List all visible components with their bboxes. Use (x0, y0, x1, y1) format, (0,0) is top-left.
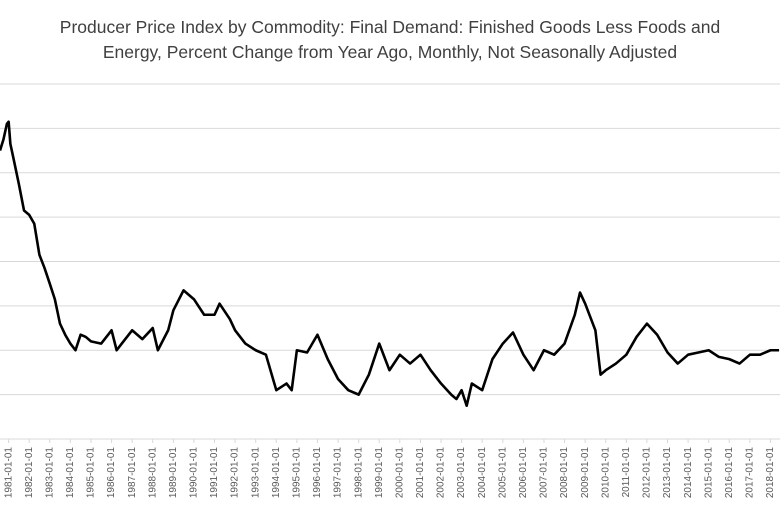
x-tick-label: 1981-01-01 (3, 447, 14, 499)
x-tick-label: 2014-01-01 (683, 447, 694, 499)
x-tick-label: 2008-01-01 (559, 447, 570, 499)
chart-title: Producer Price Index by Commodity: Final… (60, 17, 720, 37)
x-tick-label: 2013-01-01 (662, 447, 673, 499)
x-tick-label: 2001-01-01 (415, 447, 426, 499)
x-tick-label: 1999-01-01 (374, 447, 385, 499)
x-tick-label: 2006-01-01 (518, 447, 529, 499)
x-tick-label: 2016-01-01 (724, 447, 735, 499)
x-tick-label: 1995-01-01 (292, 447, 303, 499)
x-tick-label: 2018-01-01 (765, 447, 776, 499)
x-tick-label: 1986-01-01 (106, 447, 117, 499)
x-tick-label: 1996-01-01 (312, 447, 323, 499)
x-tick-label: 2007-01-01 (539, 447, 550, 499)
x-tick-label: 2009-01-01 (580, 447, 591, 499)
x-tick-label: 1983-01-01 (44, 447, 55, 499)
x-tick-label: 1990-01-01 (189, 447, 200, 499)
x-tick-label: 1982-01-01 (24, 447, 35, 499)
x-tick-label: 2010-01-01 (600, 447, 611, 499)
x-tick-label: 1994-01-01 (271, 447, 282, 499)
x-tick-label: 2003-01-01 (456, 447, 467, 499)
x-tick-label: 2002-01-01 (436, 447, 447, 499)
x-tick-label: 1998-01-01 (353, 447, 364, 499)
chart-title: Energy, Percent Change from Year Ago, Mo… (103, 42, 677, 62)
data-line (0, 120, 779, 408)
x-tick-label: 1992-01-01 (230, 447, 241, 499)
x-tick-label: 2004-01-01 (477, 447, 488, 499)
x-tick-label: 1988-01-01 (147, 447, 158, 499)
x-tick-label: 2005-01-01 (497, 447, 508, 499)
x-tick-label: 2011-01-01 (621, 447, 632, 498)
x-tick-label: 1991-01-01 (209, 447, 220, 499)
x-tick-label: 2000-01-01 (394, 447, 405, 499)
x-tick-label: 2012-01-01 (642, 447, 653, 499)
x-tick-label: 1989-01-01 (168, 447, 179, 499)
x-tick-label: 2017-01-01 (745, 447, 756, 499)
x-tick-label: 1997-01-01 (333, 447, 344, 499)
x-tick-label: 1984-01-01 (65, 447, 76, 499)
x-tick-label: 1985-01-01 (86, 447, 97, 499)
x-tick-label: 2015-01-01 (703, 447, 714, 499)
x-tick-label: 1987-01-01 (127, 447, 138, 499)
x-tick-label: 1993-01-01 (250, 447, 261, 499)
